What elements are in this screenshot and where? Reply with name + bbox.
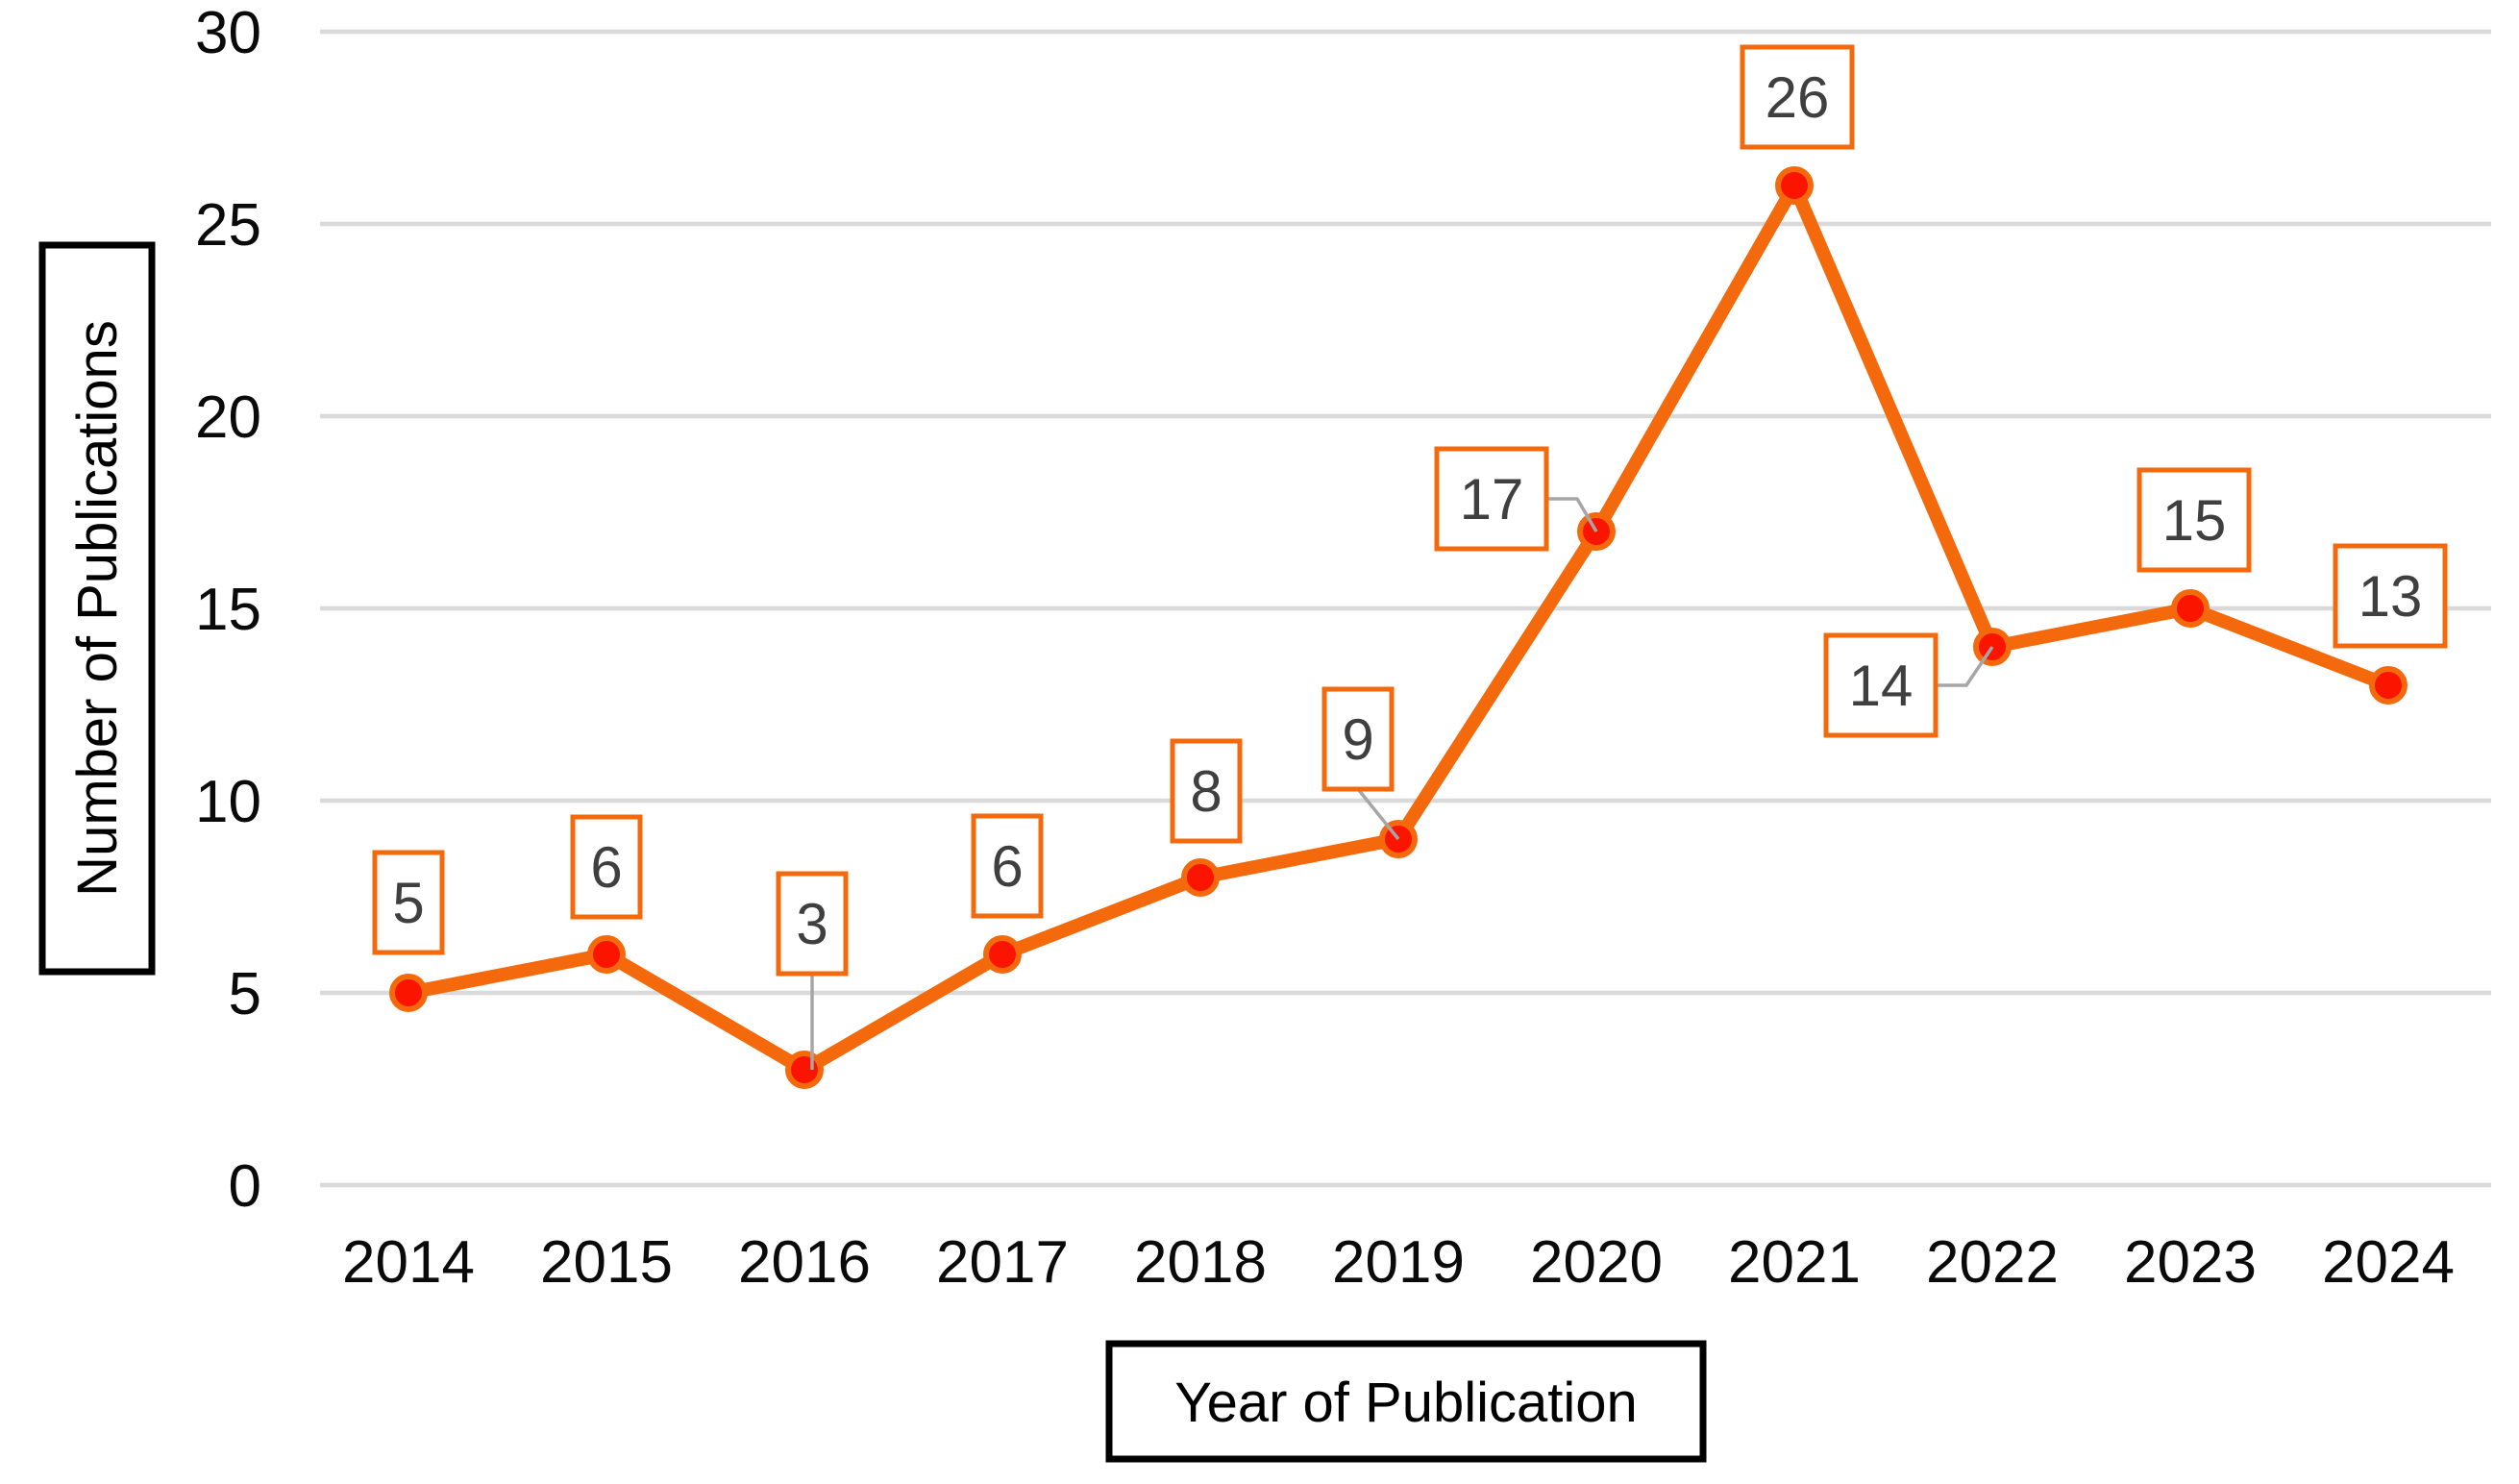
x-axis-title-box: Year of Publication — [1105, 1340, 1707, 1463]
data-label-value-2024: 13 — [2358, 564, 2423, 629]
data-label-leader-lines — [810, 497, 1994, 1070]
x-axis-title-border — [1105, 1340, 1707, 1463]
data-label-2016: 3 — [776, 871, 849, 977]
data-label-2014: 5 — [372, 850, 445, 955]
data-label-box-2023 — [2136, 467, 2252, 573]
data-point-2014 — [389, 974, 428, 1012]
data-labels: 5 6 3 6 8 9 17 26 14 15 13 — [372, 44, 2448, 977]
leader-line-2020 — [1546, 497, 1598, 532]
leader-line-2019 — [1356, 787, 1400, 841]
data-point-2016 — [785, 1051, 824, 1089]
data-label-box-2017 — [971, 813, 1044, 919]
data-label-box-2019 — [1321, 686, 1395, 792]
y-axis-title-box: Number of Publications — [38, 241, 156, 976]
y-tick-label-30: 30 — [195, 0, 261, 66]
y-tick-label-0: 0 — [229, 1153, 261, 1220]
x-tick-label-2017: 2017 — [936, 1229, 1069, 1296]
x-tick-label-2022: 2022 — [1926, 1229, 2059, 1296]
data-label-box-2022 — [1823, 632, 1939, 738]
data-label-2021: 26 — [1740, 44, 1855, 150]
data-point-2023 — [2171, 589, 2210, 628]
data-label-2022: 14 — [1823, 632, 1939, 738]
data-label-box-2021 — [1740, 44, 1855, 150]
data-label-value-2018: 8 — [1190, 759, 1222, 824]
y-axis-tick-labels: 0 5 10 15 20 25 30 — [195, 0, 261, 1220]
x-tick-label-2023: 2023 — [2124, 1229, 2257, 1296]
series-publications — [389, 166, 2408, 1089]
x-axis-title: Year of Publication — [1174, 1372, 1638, 1434]
data-label-2017: 6 — [971, 813, 1044, 919]
data-label-value-2020: 17 — [1460, 467, 1524, 532]
data-label-value-2016: 3 — [796, 892, 827, 956]
data-label-box-2014 — [372, 850, 445, 955]
x-tick-label-2024: 2024 — [2322, 1229, 2455, 1296]
data-label-2018: 8 — [1170, 738, 1243, 844]
data-label-box-2015 — [570, 814, 643, 920]
x-tick-label-2018: 2018 — [1134, 1229, 1267, 1296]
data-label-value-2022: 14 — [1849, 654, 1914, 718]
x-tick-label-2019: 2019 — [1332, 1229, 1465, 1296]
data-label-value-2023: 15 — [2162, 488, 2227, 553]
y-axis-title: Number of Publications — [66, 320, 129, 897]
data-label-box-2020 — [1434, 446, 1549, 552]
x-tick-label-2021: 2021 — [1728, 1229, 1861, 1296]
data-label-box-2024 — [2333, 543, 2448, 649]
y-tick-label-20: 20 — [195, 384, 261, 451]
series-line — [402, 179, 2395, 1076]
data-label-2023: 15 — [2136, 467, 2252, 573]
data-label-value-2015: 6 — [590, 835, 622, 900]
x-tick-label-2014: 2014 — [342, 1229, 475, 1296]
x-tick-label-2015: 2015 — [540, 1229, 673, 1296]
data-point-2018 — [1181, 858, 1220, 897]
data-point-2015 — [587, 935, 626, 974]
x-tick-label-2020: 2020 — [1530, 1229, 1663, 1296]
data-label-2019: 9 — [1321, 686, 1395, 792]
y-axis-title-border — [38, 241, 156, 976]
data-label-value-2021: 26 — [1766, 65, 1830, 130]
leader-line-2022 — [1936, 646, 1994, 687]
data-label-2020: 17 — [1434, 446, 1549, 552]
y-tick-label-25: 25 — [195, 192, 261, 259]
x-tick-label-2016: 2016 — [738, 1229, 871, 1296]
data-label-value-2019: 9 — [1342, 707, 1373, 772]
data-label-value-2014: 5 — [392, 871, 424, 935]
y-tick-label-15: 15 — [195, 577, 261, 643]
data-point-2024 — [2369, 666, 2408, 705]
data-label-box-2016 — [776, 871, 849, 977]
data-label-2024: 13 — [2333, 543, 2448, 649]
data-point-2021 — [1775, 166, 1814, 205]
y-tick-label-10: 10 — [195, 769, 261, 835]
data-label-value-2017: 6 — [991, 834, 1023, 899]
data-label-2015: 6 — [570, 814, 643, 920]
data-label-box-2018 — [1170, 738, 1243, 844]
y-tick-label-5: 5 — [229, 961, 261, 1027]
data-point-2017 — [983, 935, 1022, 974]
x-axis-tick-labels: 2014 2015 2016 2017 2018 2019 2020 2021 2022 2023… — [342, 1229, 2455, 1296]
